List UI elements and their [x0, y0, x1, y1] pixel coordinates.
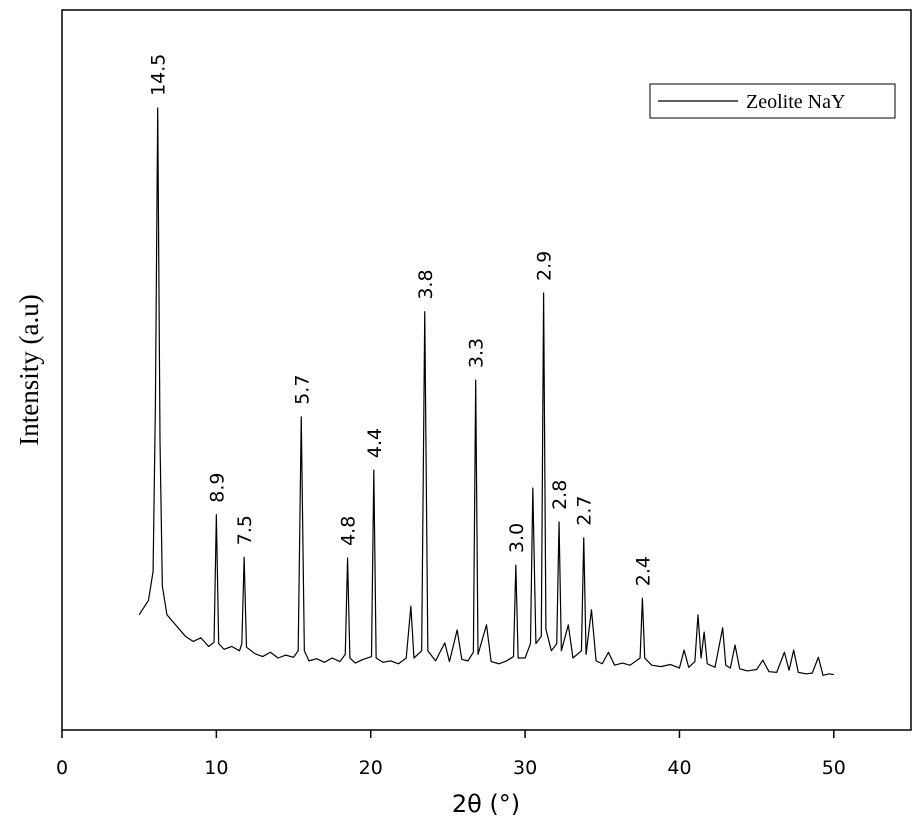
peak-label: 3.3 [466, 338, 488, 368]
peak-label: 3.0 [506, 523, 528, 553]
x-tick-label: 40 [667, 757, 691, 779]
peak-label: 14.5 [148, 54, 170, 96]
peak-label: 4.4 [364, 428, 386, 458]
x-tick-label: 0 [56, 757, 68, 779]
x-tick-label: 30 [513, 757, 537, 779]
peak-label: 2.9 [534, 251, 556, 281]
plot-frame [61, 9, 912, 731]
x-tick-label: 10 [204, 757, 228, 779]
y-axis-label: Intensity (a.u) [14, 294, 44, 445]
peak-label: 7.5 [234, 515, 256, 545]
legend-label: Zeolite NaY [746, 91, 845, 113]
x-tick-label: 20 [359, 757, 383, 779]
x-tick-label: 50 [822, 757, 846, 779]
peak-label: 4.8 [338, 516, 360, 546]
peak-label: 5.7 [291, 375, 313, 405]
peak-label: 3.8 [415, 269, 437, 299]
peak-label: 2.8 [549, 480, 571, 510]
peak-label: 8.9 [206, 473, 228, 503]
peak-label: 2.4 [632, 556, 654, 586]
peak-label: 2.7 [574, 496, 596, 526]
x-axis-label: 2θ (°) [452, 790, 520, 818]
data-line [138, 107, 834, 676]
